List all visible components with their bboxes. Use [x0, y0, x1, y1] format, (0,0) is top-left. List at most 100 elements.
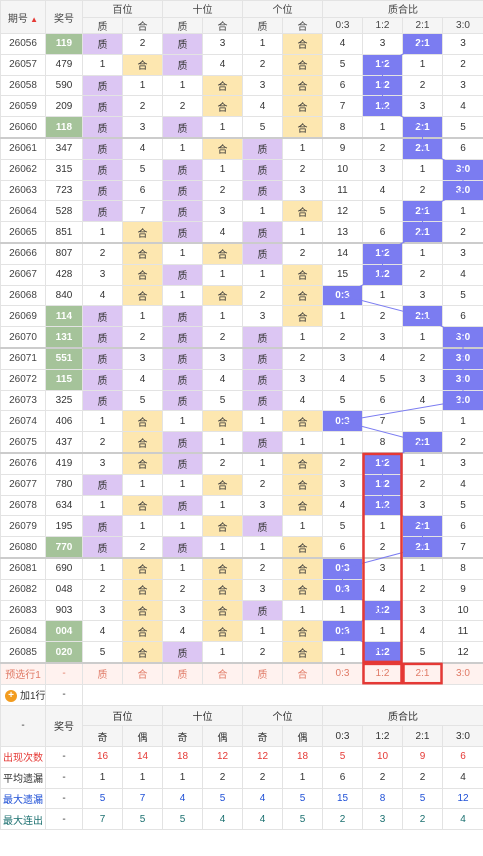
group-header-units: 个位	[243, 1, 323, 18]
digit-cell: 合	[283, 96, 323, 117]
add-row-label[interactable]: 加1行	[20, 691, 46, 702]
digit-cell: 合	[283, 621, 323, 642]
stats-value: 5	[163, 809, 203, 830]
footer-group-tens: 十位	[163, 705, 243, 726]
preselect-option[interactable]: 合	[203, 663, 243, 684]
stats-value: 2	[363, 767, 403, 788]
preselect-ratio-option[interactable]: 3:0	[443, 663, 483, 684]
stats-prize: -	[46, 767, 83, 788]
digit-cell: 3	[283, 180, 323, 201]
ratio-miss: 4	[323, 495, 363, 516]
ratio-miss: 4	[403, 621, 443, 642]
preselect-option[interactable]: 质	[243, 663, 283, 684]
add-row-button[interactable]: + 加1行	[1, 684, 46, 705]
ratio-hit: 3:0	[443, 369, 483, 390]
digit-cell: 合	[123, 411, 163, 432]
ratio-miss: 1	[323, 432, 363, 453]
table-row: 26060 118 质 3 质 1 5 合 8 1 2:1 5	[1, 117, 483, 138]
table-row: 26068 840 4 合 1 合 2 合 0:3 1 3 5	[1, 285, 483, 306]
plus-icon[interactable]: +	[5, 690, 17, 702]
digit-cell: 4	[83, 621, 123, 642]
prize-number: 840	[46, 285, 83, 306]
ratio-miss: 12	[443, 642, 483, 663]
table-row: 26076 419 3 合质 2 1 合 2 1:2 1 3	[1, 453, 483, 474]
digit-cell: 5	[83, 642, 123, 663]
digit-cell: 2	[203, 327, 243, 348]
ratio-miss: 4	[363, 348, 403, 369]
digit-cell: 2	[243, 642, 283, 663]
prize-number: 020	[46, 642, 83, 663]
digit-cell: 5	[243, 117, 283, 138]
prize-number: 807	[46, 243, 83, 264]
group-header-tens: 十位	[163, 1, 243, 18]
stats-value: 12	[203, 747, 243, 768]
digit-cell: 合	[123, 642, 163, 663]
digit-cell: 5	[203, 390, 243, 411]
preselect-ratio-option[interactable]: 0:3	[323, 663, 363, 684]
preselect-ratio-option[interactable]: 2:1	[403, 663, 443, 684]
stats-value: 16	[83, 747, 123, 768]
stats-value: 12	[443, 788, 483, 809]
digit-cell: 1	[123, 516, 163, 537]
digit-cell: 2	[123, 96, 163, 117]
issue-number: 26072	[1, 369, 46, 390]
digit-cell: 质	[83, 516, 123, 537]
stats-value: 5	[283, 809, 323, 830]
stats-value: 18	[283, 747, 323, 768]
digit-cell: 质	[83, 201, 123, 222]
digit-cell: 2	[163, 96, 203, 117]
stats-value: 8	[363, 788, 403, 809]
digit-cell: 2	[123, 34, 163, 55]
subheader-cell: 2:1	[403, 17, 443, 34]
preselect-row[interactable]: 预选行1- 质合质合质合 0:3 1:2 2:1 3:0	[1, 663, 483, 684]
table-row: 26067 428 3 合质 1 1 合 15 1:2 2 4	[1, 264, 483, 285]
ratio-miss: 1	[403, 558, 443, 579]
digit-cell: 合	[123, 600, 163, 621]
preselect-ratio-option[interactable]: 1:2	[363, 663, 403, 684]
preselect-option[interactable]: 质	[163, 663, 203, 684]
digit-cell: 质	[163, 537, 203, 558]
preselect-option[interactable]: 合	[123, 663, 163, 684]
footer-subheader-cell: 奇	[83, 726, 123, 747]
digit-cell: 质	[163, 34, 203, 55]
ratio-miss: 1	[403, 159, 443, 180]
prize-number: 004	[46, 621, 83, 642]
digit-cell: 1	[203, 537, 243, 558]
ratio-hit: 2:1	[403, 432, 443, 453]
subheader-cell: 质	[163, 17, 203, 34]
issue-header[interactable]: 期号 ▲	[1, 1, 46, 34]
prize-number: 590	[46, 75, 83, 96]
subheader-cell: 0:3	[323, 17, 363, 34]
ratio-hit: 2:1	[403, 138, 443, 159]
sort-icon[interactable]: ▲	[28, 15, 38, 24]
digit-cell: 2	[163, 579, 203, 600]
digit-cell: 合	[123, 243, 163, 264]
ratio-hit: 1:2	[363, 54, 403, 75]
footer-subheader-cell: 0:3	[323, 726, 363, 747]
ratio-hit: 2:1	[403, 222, 443, 243]
digit-cell: 3	[283, 369, 323, 390]
digit-cell: 合	[283, 579, 323, 600]
table-row: 26080 770 质 2 质 1 1 合 6 2 2:1 7	[1, 537, 483, 558]
preselect-option[interactable]: 合	[283, 663, 323, 684]
preselect-label[interactable]: 预选行1	[1, 663, 46, 684]
digit-cell: 4	[163, 621, 203, 642]
digit-cell: 7	[123, 201, 163, 222]
digit-cell: 4	[243, 96, 283, 117]
ratio-miss: 3	[363, 34, 403, 55]
digit-cell: 合	[283, 117, 323, 138]
issue-number: 26058	[1, 75, 46, 96]
issue-number: 26070	[1, 327, 46, 348]
ratio-miss: 1	[363, 621, 403, 642]
stats-label: 出现次数	[1, 747, 46, 768]
digit-cell: 合	[283, 642, 323, 663]
footer-subheader-cell: 奇	[243, 726, 283, 747]
ratio-miss: 11	[323, 180, 363, 201]
digit-cell: 1	[123, 75, 163, 96]
ratio-hit: 2:1	[403, 537, 443, 558]
ratio-hit: 1:2	[363, 474, 403, 495]
preselect-option[interactable]: 质	[83, 663, 123, 684]
digit-cell: 合	[123, 453, 163, 474]
digit-cell: 质	[163, 117, 203, 138]
digit-cell: 合	[283, 54, 323, 75]
